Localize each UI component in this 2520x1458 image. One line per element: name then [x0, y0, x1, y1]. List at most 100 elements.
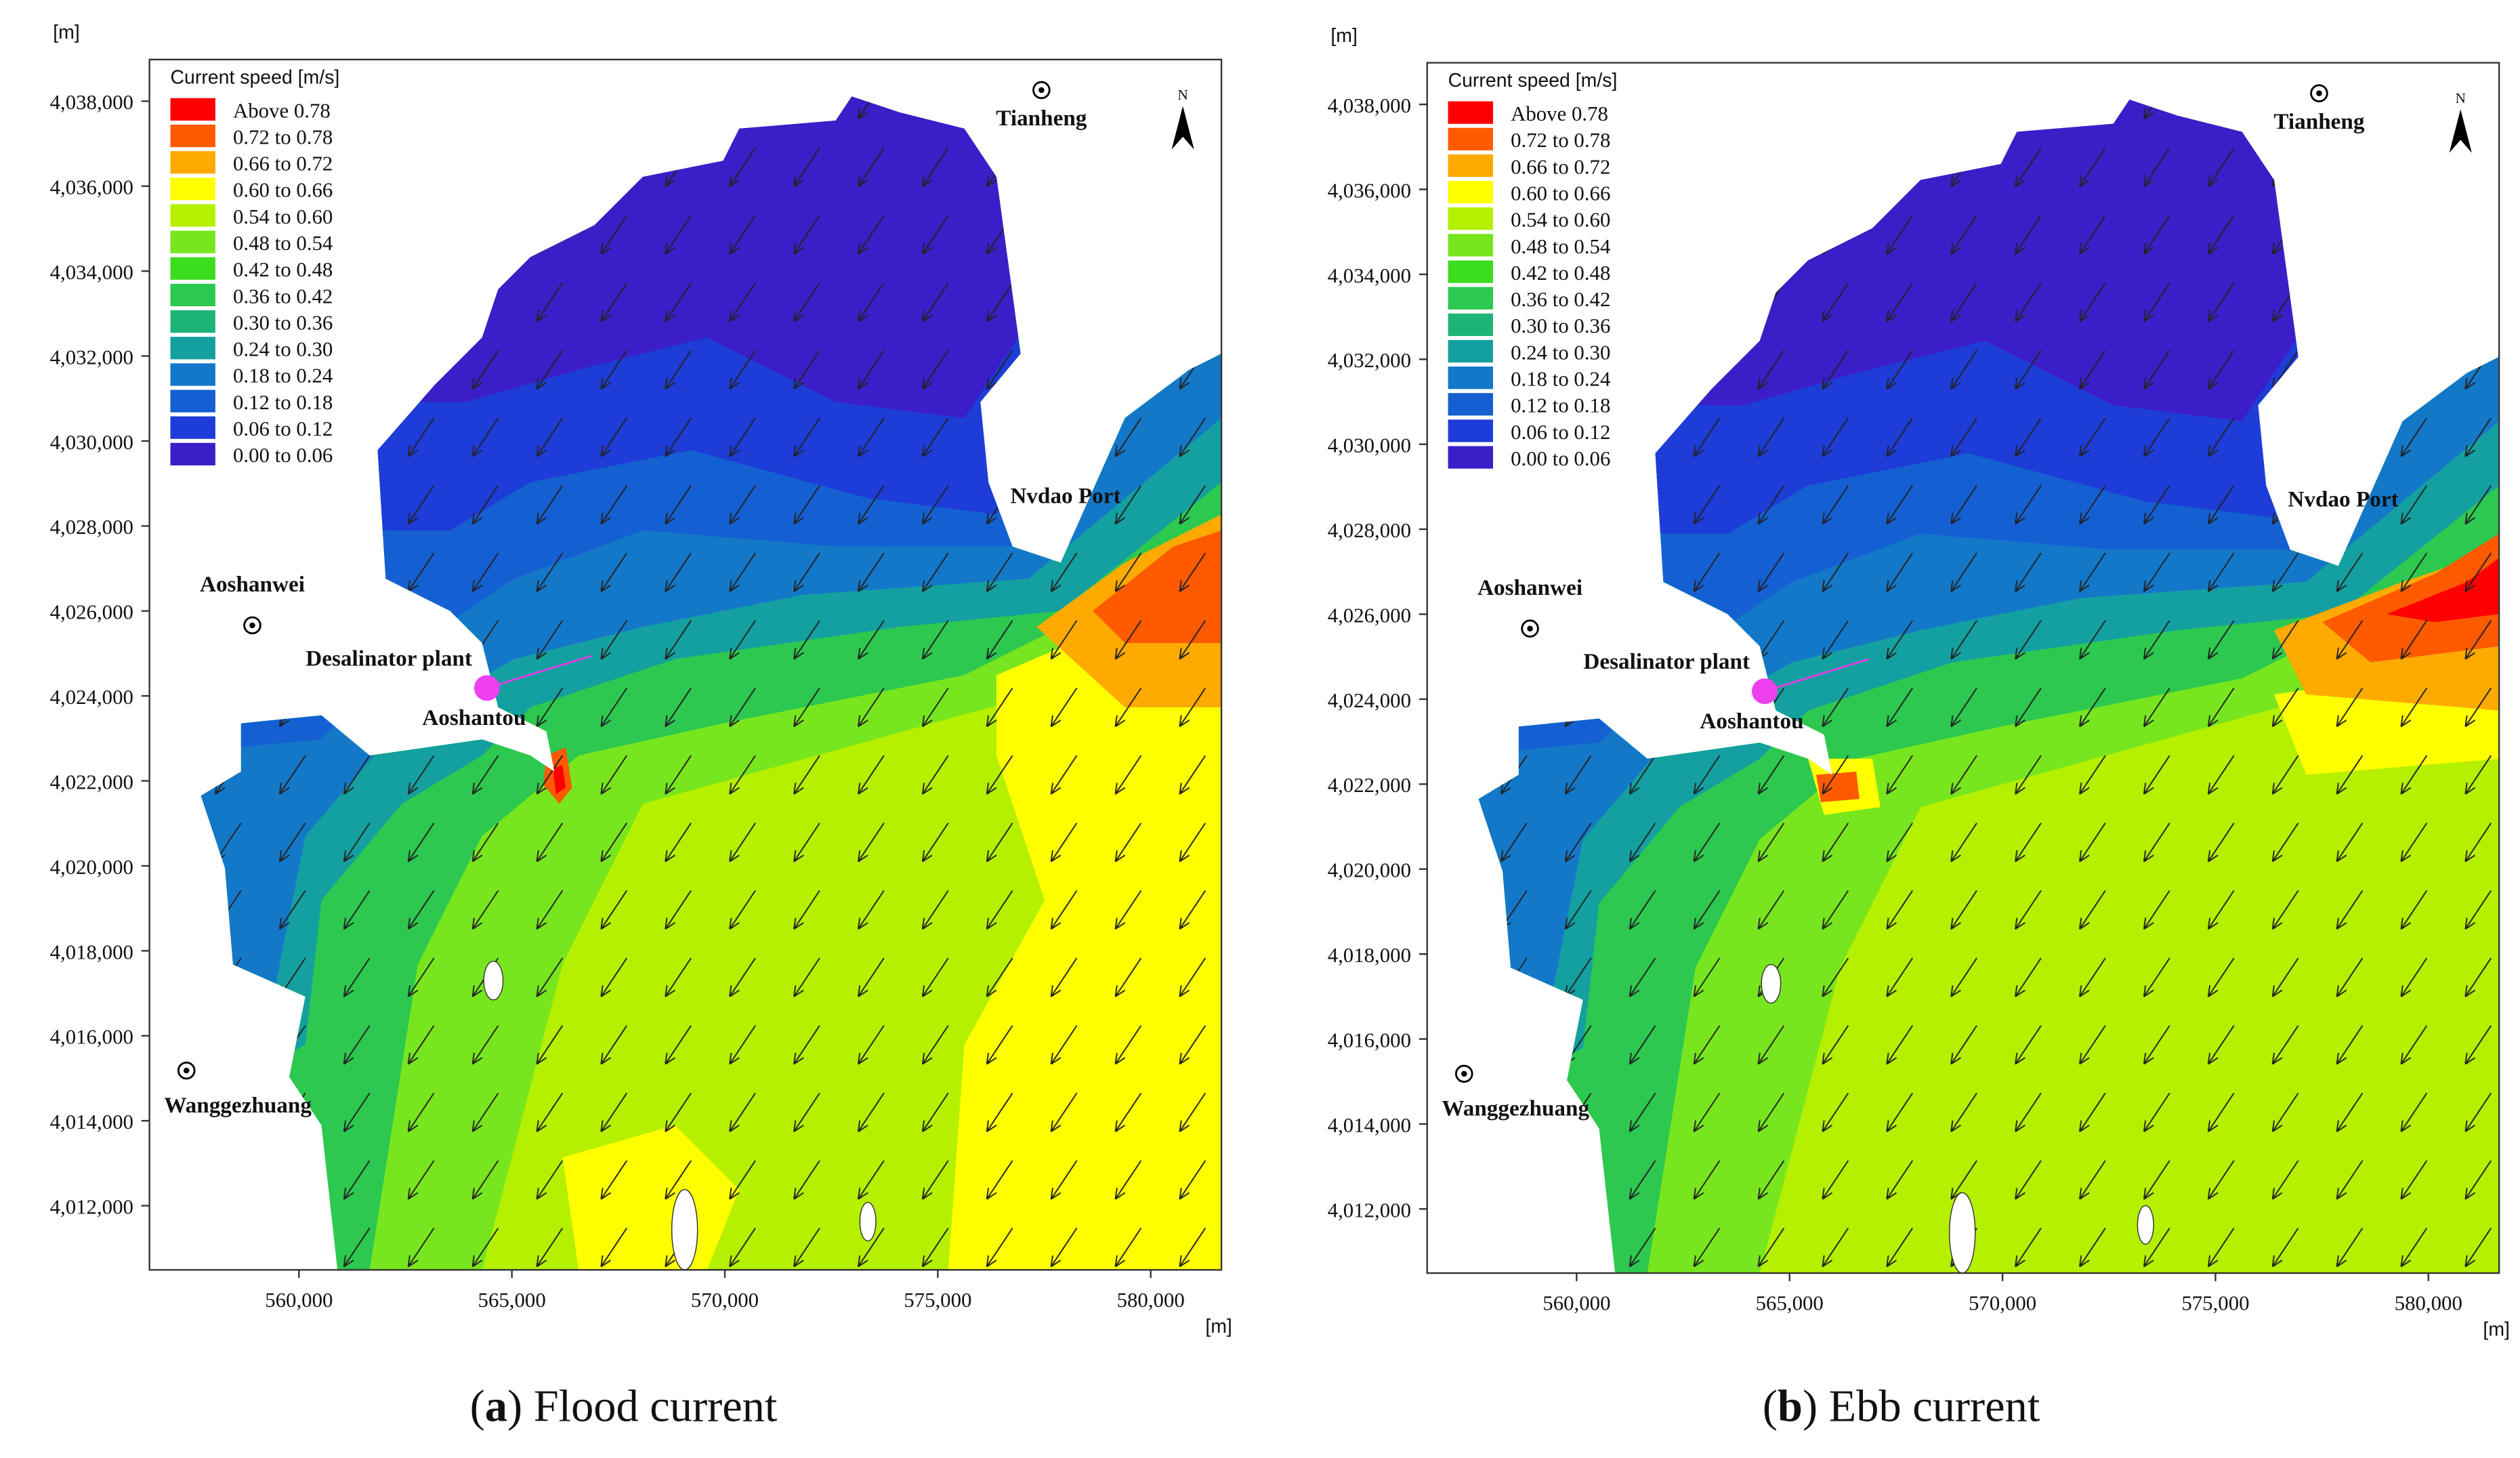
legend-swatch	[1448, 419, 1494, 442]
legend-label: 0.00 to 0.06	[233, 444, 333, 467]
island	[1761, 963, 1782, 1004]
x-tick-label: 575,000	[2181, 1292, 2249, 1315]
caption-part: ) Flood current	[507, 1381, 778, 1431]
y-tick-label: 4,012,000	[50, 1196, 133, 1219]
y-tick-label: 4,026,000	[50, 601, 133, 624]
legend-label: 0.60 to 0.66	[1511, 182, 1610, 205]
place-marker-dot	[183, 1067, 190, 1074]
legend-swatch	[170, 363, 215, 386]
y-tick-label: 4,038,000	[50, 91, 133, 114]
caption-part: (	[1763, 1381, 1778, 1431]
legend-label: 0.18 to 0.24	[1511, 367, 1610, 390]
legend-swatch	[1448, 446, 1494, 469]
place-label: Tianheng	[2273, 109, 2365, 134]
caption: (a) Flood current	[470, 1381, 778, 1431]
island	[671, 1188, 698, 1271]
y-tick-label: 4,028,000	[1328, 519, 1411, 542]
y-tick-label: 4,034,000	[1328, 264, 1411, 287]
y-tick-label: 4,024,000	[50, 686, 133, 709]
caption-part: ) Ebb current	[1803, 1381, 2040, 1431]
place-label: Tianheng	[996, 106, 1087, 131]
place-label: Aoshanwei	[1477, 575, 1582, 600]
legend-label: 0.00 to 0.06	[1511, 447, 1610, 470]
x-unit: [m]	[2483, 1319, 2510, 1341]
y-tick-label: 4,020,000	[50, 856, 133, 879]
y-tick-label: 4,022,000	[50, 770, 133, 793]
legend-label: 0.72 to 0.78	[233, 125, 333, 148]
north-label: N	[2456, 90, 2466, 106]
legend-label: 0.48 to 0.54	[1511, 235, 1610, 258]
current-field	[201, 96, 1222, 1270]
place-label: Aoshanwei	[200, 572, 305, 597]
y-tick-label: 4,022,000	[1328, 774, 1411, 797]
legend-swatch	[170, 230, 215, 253]
legend-swatch	[1448, 234, 1494, 257]
caption-part: a	[485, 1381, 507, 1431]
legend-swatch	[1448, 313, 1494, 336]
north-arrow	[2449, 109, 2472, 153]
place-label: Desalinator plant	[1583, 649, 1750, 674]
place-marker-dot	[1461, 1070, 1467, 1077]
legend-swatch	[170, 442, 215, 465]
legend-swatch	[170, 124, 215, 148]
place-marker-dot	[249, 622, 255, 629]
x-tick-label: 565,000	[1756, 1292, 1824, 1315]
place-marker-dot	[1527, 625, 1533, 631]
place-label: Aoshantou	[422, 705, 526, 730]
legend-swatch	[1448, 101, 1494, 124]
map-panel: 560,000 565,000 570,000 575,000 580,000 4,012…	[50, 22, 1232, 1431]
outfall-pipe	[486, 654, 592, 689]
legend-swatch	[1448, 287, 1494, 310]
x-tick-label: 570,000	[691, 1289, 759, 1312]
caption-part: (	[470, 1381, 485, 1431]
legend-swatch	[170, 416, 215, 439]
legend-swatch	[1448, 260, 1494, 283]
legend-label: Above 0.78	[1511, 102, 1608, 125]
legend-swatch	[1448, 393, 1494, 416]
y-tick-label: 4,016,000	[1328, 1028, 1411, 1051]
x-tick-label: 565,000	[478, 1289, 546, 1312]
x-tick-label: 560,000	[1542, 1292, 1610, 1315]
caption: (b) Ebb current	[1763, 1381, 2040, 1431]
y-tick-label: 4,014,000	[50, 1110, 133, 1133]
legend-label: 0.72 to 0.78	[1511, 129, 1610, 152]
legend-label: 0.30 to 0.36	[1511, 314, 1610, 337]
legend-label: 0.66 to 0.72	[1511, 155, 1610, 178]
legend-label: 0.24 to 0.30	[233, 338, 333, 361]
map-frame	[148, 58, 1223, 1271]
legend-swatch	[1448, 207, 1494, 230]
place-label: Wanggezhuang	[1442, 1096, 1589, 1121]
legend-swatch	[1448, 339, 1494, 363]
place-marker-dot	[1038, 87, 1045, 93]
y-tick-label: 4,028,000	[50, 516, 133, 539]
legend-label: 0.30 to 0.36	[233, 311, 333, 334]
legend-swatch	[1448, 154, 1494, 178]
y-tick-label: 4,014,000	[1328, 1114, 1411, 1137]
legend-swatch	[170, 98, 215, 121]
y-tick-label: 4,024,000	[1328, 689, 1411, 712]
legend-swatch	[1448, 180, 1494, 204]
y-tick-label: 4,018,000	[1328, 944, 1411, 967]
legend-label: 0.36 to 0.42	[1511, 288, 1610, 311]
legend-swatch	[170, 310, 215, 333]
x-tick-label: 560,000	[265, 1289, 333, 1312]
legend-label: 0.42 to 0.48	[1511, 262, 1610, 285]
y-tick-label: 4,036,000	[50, 176, 133, 199]
legend-label: 0.54 to 0.60	[1511, 209, 1610, 232]
legend-title: Current speed [m/s]	[170, 66, 339, 88]
outfall-pipe	[1764, 658, 1870, 692]
legend-swatch	[1448, 127, 1494, 150]
y-tick-label: 4,034,000	[50, 261, 133, 284]
place-marker-dot	[2316, 90, 2322, 96]
y-tick-label: 4,032,000	[1328, 349, 1411, 372]
legend-swatch	[170, 337, 215, 360]
island	[2137, 1205, 2154, 1245]
legend-swatch	[170, 151, 215, 174]
y-unit: [m]	[53, 22, 80, 43]
legend-label: 0.12 to 0.18	[233, 391, 333, 414]
y-tick-label: 4,038,000	[1328, 94, 1411, 117]
island	[483, 961, 504, 1001]
desalination-plant	[1751, 678, 1778, 705]
y-tick-label: 4,030,000	[50, 431, 133, 454]
x-tick-label: 580,000	[1117, 1289, 1185, 1312]
